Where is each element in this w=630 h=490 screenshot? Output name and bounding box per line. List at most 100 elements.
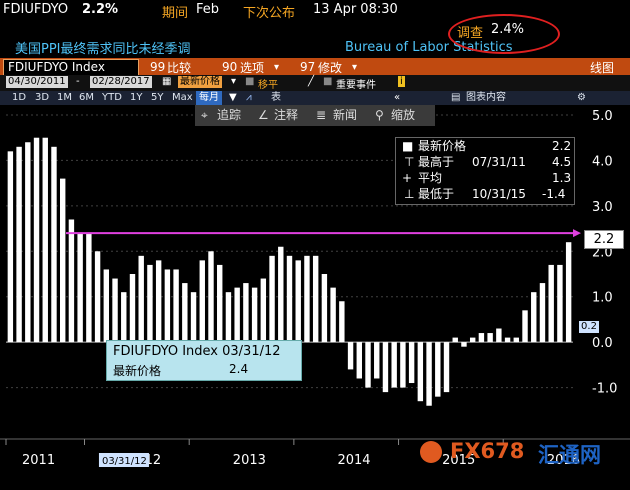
average-marker-icon: + [402,171,413,185]
y-tick-label: 2.0 [592,245,613,260]
bar [173,269,179,343]
bar [356,342,362,379]
bar [487,333,493,343]
function-bar [0,58,630,75]
compare-button[interactable]: 比较 [167,61,192,75]
last-value-badge: 2.2 [584,230,624,249]
news-button[interactable]: 新闻 [333,108,358,122]
range-bar: 1D 3D 1M 6M YTD 1Y 5Y Max 每月 ▼ ⩘ 表 « ▤ 图… [0,91,630,105]
bar [304,255,310,343]
annotate-button[interactable]: 注释 [274,108,299,122]
bar [138,255,144,343]
range-1m-button[interactable]: 1M [57,92,72,103]
index-name-field[interactable]: FDIUFDYO Index [3,59,139,76]
x-tick-label: 2015 [442,453,475,468]
ticker-symbol: FDIUFDYO [3,2,69,17]
x-axis: 20112012201320142015201603/31/12 [0,438,630,490]
legend-high-date: 07/31/11 [472,155,526,169]
bar [129,274,136,343]
frequency-selector[interactable]: 每月 [196,91,222,105]
moving-avg-checkbox[interactable]: ■ [245,76,255,87]
end-date-field[interactable]: 02/28/2017 [90,76,152,88]
chart-content-button[interactable]: 图表内容 [466,92,506,103]
bar [25,142,31,343]
bar [217,264,223,343]
options-button[interactable]: 选项 [240,61,265,75]
legend-low-date: 10/31/15 [472,187,526,201]
x-tick-label: 2014 [337,453,370,468]
zoom-icon[interactable]: ⚲ [375,108,384,122]
bar [190,292,197,343]
bar [522,310,528,343]
y-tick-label: -1.0 [592,382,617,397]
events-checkbox[interactable]: ■ [323,76,333,87]
pen-icon[interactable]: ╱ [308,76,315,87]
annotate-icon[interactable]: ∠ [258,108,269,122]
range-ytd-button[interactable]: YTD [102,92,122,103]
legend-average-value: 1.3 [552,171,572,185]
tooltip-title: FDIUFDYO Index 03/31/12 [113,344,281,359]
bar [496,328,502,343]
bar [330,287,336,343]
info-icon[interactable]: i [398,76,405,87]
range-1y-button[interactable]: 1Y [130,92,143,103]
crosshair-icon[interactable]: ⌖ [201,108,208,122]
low-marker-icon: ⊥ [404,187,415,201]
series-description: 美国PPI最终需求同比未经季调 [15,42,191,57]
legend-high-label: 最高于 [418,155,455,169]
fx678-watermark: FX678 汇通网 [420,438,620,467]
legend-average-label: 平均 [418,171,443,185]
options-dropdown-icon[interactable]: ▾ [274,62,280,73]
range-max-button[interactable]: Max [172,92,193,103]
bar [243,283,249,343]
bar [7,151,14,343]
calendar-icon[interactable]: ▦ [162,76,172,87]
cursor-date-label: 03/31/12 [102,456,147,467]
y-tick-label: 5.0 [592,109,613,124]
bar [539,283,546,343]
bar [531,292,537,343]
bar [321,274,328,343]
edit-button[interactable]: 修改 [318,61,343,75]
range-1d-button[interactable]: 1D [12,92,27,103]
bar [469,337,476,343]
range-3d-button[interactable]: 3D [35,92,50,103]
bar [408,342,415,384]
chart-toolbar: ⌖ 追踪 ∠ 注释 ≣ 新闻 ⚲ 缩放 [195,105,435,126]
chart-type-icon[interactable]: ⩘ [246,92,252,103]
collapse-icon[interactable]: « [394,92,401,103]
news-icon[interactable]: ≣ [316,108,327,122]
last-price-marker-icon: ■ [402,139,414,153]
field-dropdown-icon[interactable]: ▾ [231,76,237,87]
reference-line-arrow [573,229,581,238]
range-5y-button[interactable]: 5Y [151,92,164,103]
track-button[interactable]: 追踪 [217,108,242,122]
edit-dropdown-icon[interactable]: ▾ [352,62,358,73]
watermark-cn-text: 汇通网 [538,443,601,467]
table-button[interactable]: 表 [271,92,281,103]
bar [51,146,57,343]
tooltip-label: 最新价格 [113,364,162,378]
start-date-field[interactable]: 04/30/2011 [6,76,68,88]
line-chart-button[interactable]: 线图 [590,61,615,75]
high-marker-icon: ⊤ [404,155,415,169]
bar [548,264,554,343]
bar [77,233,83,343]
y-tick-label: 1.0 [592,291,613,306]
bar [208,251,214,343]
settings-gear-icon[interactable]: ⚙ [577,92,586,103]
next-release-label: 下次公布 [243,6,296,21]
field-selector[interactable]: 最新价格 [178,76,222,88]
x-tick-label: 2011 [22,453,55,468]
bar [112,278,118,343]
compare-number: 99 [150,60,166,74]
zoom-button[interactable]: 缩放 [391,108,416,122]
range-6m-button[interactable]: 6M [79,92,94,103]
bar [121,292,127,343]
legend-last-label: 最新价格 [418,139,467,153]
frequency-dropdown-icon[interactable]: ▼ [229,92,237,103]
bar [513,337,520,343]
chart-content-icon[interactable]: ▤ [451,92,461,103]
tooltip-value: 2.4 [229,362,249,376]
bar [504,337,511,343]
